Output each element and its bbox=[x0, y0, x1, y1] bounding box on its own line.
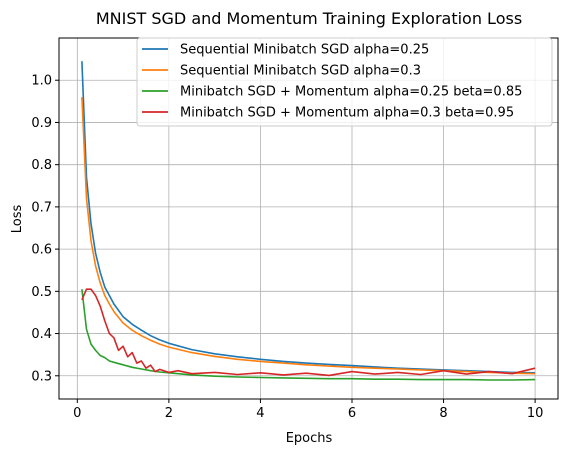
legend-label-3: Minibatch SGD + Momentum alpha=0.25 beta… bbox=[180, 85, 522, 100]
x-axis-label: Epochs bbox=[286, 431, 333, 446]
axis-ticks: 0 2 4 6 8 10 0.3 0.4 0.5 0.6 0.7 0.8 0.9 1.0 bbox=[31, 74, 543, 421]
x-tick-label: 10 bbox=[527, 406, 544, 421]
legend-label-1: Sequential Minibatch SGD alpha=0.25 bbox=[180, 43, 429, 58]
x-tick-label: 0 bbox=[73, 406, 81, 421]
y-tick-label: 0.8 bbox=[31, 158, 52, 173]
legend: Sequential Minibatch SGD alpha=0.25 Seque… bbox=[136, 37, 553, 127]
y-tick-label: 0.6 bbox=[31, 243, 52, 258]
legend-label-4: Minibatch SGD + Momentum alpha=0.3 beta=… bbox=[180, 106, 514, 121]
y-tick-label: 0.9 bbox=[31, 116, 52, 131]
y-tick-label: 0.3 bbox=[31, 369, 52, 384]
legend-box bbox=[136, 37, 553, 127]
chart-title: MNIST SGD and Momentum Training Explorat… bbox=[96, 9, 522, 28]
series-lines bbox=[81, 61, 536, 381]
series-line-2 bbox=[81, 97, 536, 375]
x-tick-label: 8 bbox=[439, 406, 447, 421]
series-line-4 bbox=[81, 288, 536, 377]
series-line-1 bbox=[81, 61, 536, 374]
y-axis-label: Loss bbox=[10, 205, 25, 234]
x-tick-label: 4 bbox=[256, 406, 264, 421]
series-line-3 bbox=[81, 289, 536, 381]
y-tick-label: 1.0 bbox=[31, 74, 52, 89]
x-tick-label: 2 bbox=[165, 406, 173, 421]
x-tick-label: 6 bbox=[348, 406, 356, 421]
y-tick-label: 0.5 bbox=[31, 285, 52, 300]
y-tick-label: 0.4 bbox=[31, 327, 52, 342]
legend-label-2: Sequential Minibatch SGD alpha=0.3 bbox=[180, 64, 421, 79]
y-tick-label: 0.7 bbox=[31, 200, 52, 215]
